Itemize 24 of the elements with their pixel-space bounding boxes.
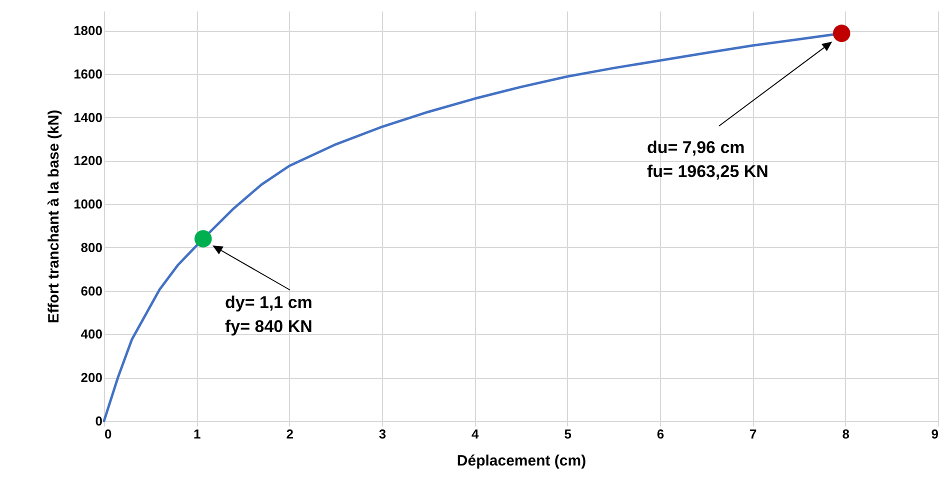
y-tick-label: 600: [80, 283, 102, 298]
y-tick-label: 800: [80, 240, 102, 255]
y-axis-title: Effort tranchant à la base (kN): [46, 110, 63, 324]
x-tick-label: 7: [750, 426, 757, 442]
x-axis-title: Déplacement (cm): [456, 452, 586, 470]
y-tick-label: 400: [80, 326, 102, 342]
y-tick-label: 0: [95, 414, 102, 428]
x-tick-label: 0: [104, 426, 112, 442]
annotation: du= 7,96 cm fu= 1963,25 KN: [647, 138, 768, 181]
x-tick-label: 6: [656, 426, 664, 442]
y-tick-label: 1400: [74, 110, 102, 125]
x-tick-label: 2: [286, 426, 294, 442]
y-tick-label: 1800: [74, 23, 102, 38]
y-tick-label: 1600: [74, 66, 102, 82]
x-tick-label: 3: [378, 426, 386, 442]
x-tick-label: 8: [842, 426, 850, 442]
x-tick-label: 9: [931, 426, 938, 442]
y-tick-label: 1000: [74, 196, 102, 212]
annotation: dy= 1,1 cm fy= 840 KN: [225, 293, 312, 336]
y-tick-label: 1200: [74, 153, 102, 168]
x-tick-label: 5: [564, 426, 572, 442]
x-tick-label: 4: [472, 426, 480, 442]
x-tick-label: 1: [194, 426, 201, 442]
y-tick-label: 200: [80, 370, 102, 386]
